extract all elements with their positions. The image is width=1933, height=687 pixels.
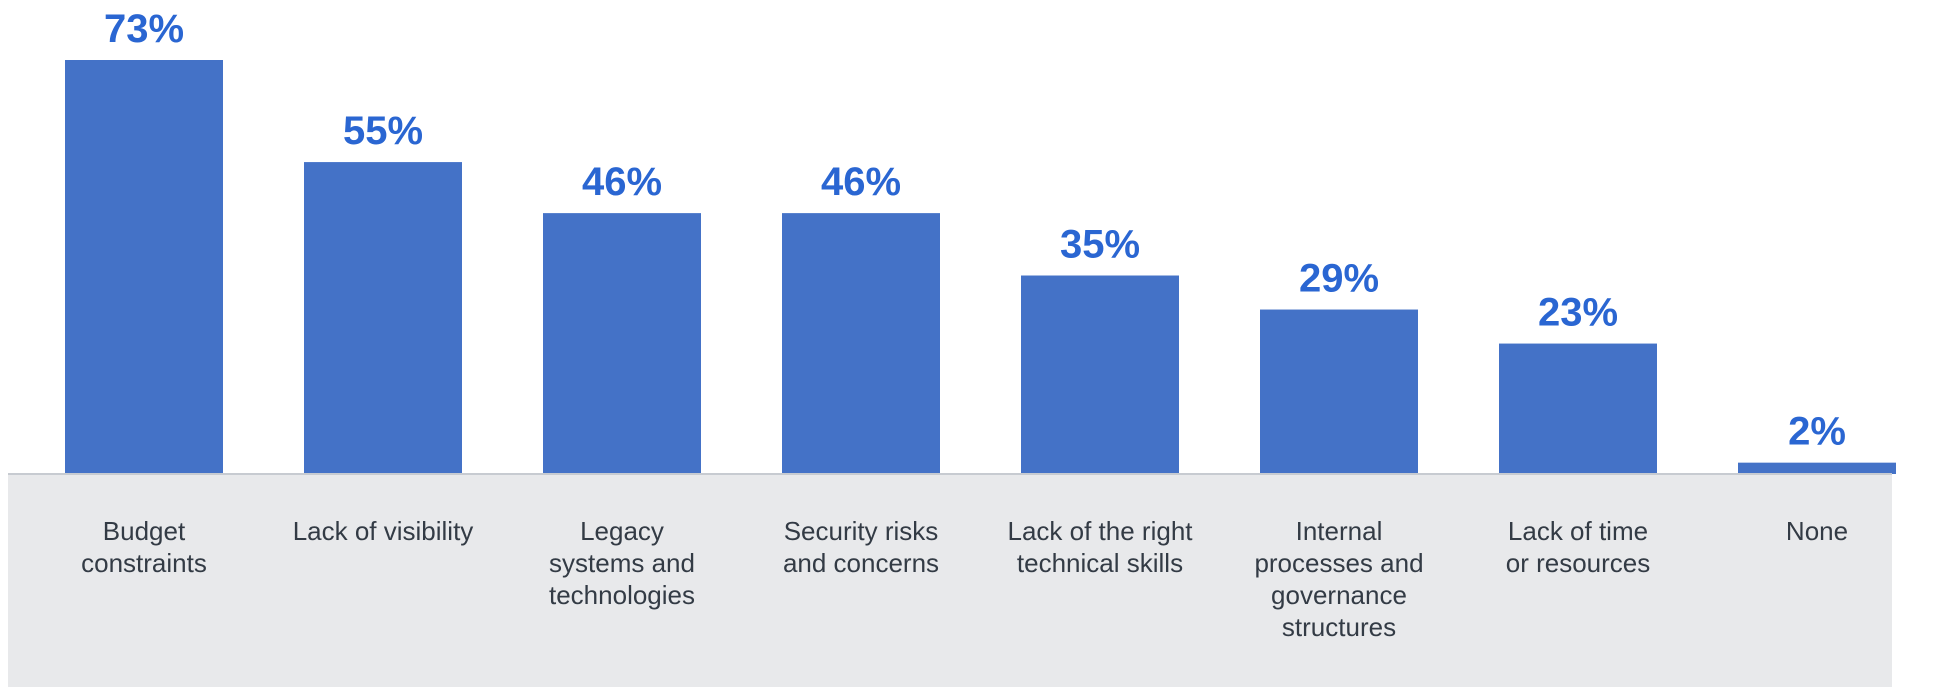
bar-1 <box>65 60 223 474</box>
category-label-line: technologies <box>549 580 695 610</box>
category-label-line: governance <box>1271 580 1407 610</box>
category-label-band <box>8 474 1892 687</box>
value-label-4: 46% <box>821 160 901 204</box>
value-label-7: 23% <box>1538 291 1618 335</box>
bar-2 <box>304 162 462 474</box>
category-label-line: Internal <box>1296 516 1383 546</box>
value-label-2: 55% <box>343 109 423 153</box>
bar-6 <box>1260 309 1418 474</box>
category-label-2: Lack of visibility <box>293 516 474 546</box>
category-label-line: or resources <box>1506 548 1651 578</box>
category-label-line: Budget <box>103 516 186 546</box>
category-label-line: systems and <box>549 548 695 578</box>
value-label-8: 2% <box>1788 410 1846 454</box>
bars-layer <box>65 60 1896 474</box>
category-label-line: Lack of visibility <box>293 516 474 546</box>
category-label-1: Budget constraints <box>81 516 207 578</box>
category-label-line: structures <box>1282 612 1396 642</box>
category-label-line: processes and <box>1254 548 1423 578</box>
category-label-line: and concerns <box>783 548 939 578</box>
category-label-line: Security risks <box>784 516 939 546</box>
bar-3 <box>543 213 701 474</box>
category-label-line: Legacy <box>580 516 664 546</box>
category-label-5: Lack of the right technical skills <box>1008 516 1194 578</box>
category-label-7: Lack of time or resources <box>1506 516 1651 578</box>
category-label-line: None <box>1786 516 1848 546</box>
category-label-line: Lack of the right <box>1008 516 1194 546</box>
category-label-3: Legacy systems and technologies <box>549 516 695 610</box>
bar-5 <box>1021 275 1179 474</box>
category-labels-layer: Budget constraints Lack of visibility Legac… <box>81 516 1848 642</box>
bar-4 <box>782 213 940 474</box>
value-label-1: 73% <box>104 7 184 51</box>
value-labels-layer: 73% 55% 46% 46% 35% 29% 23% 2% <box>104 7 1846 454</box>
bar-7 <box>1499 343 1657 474</box>
category-label-line: technical skills <box>1017 548 1183 578</box>
bar-8 <box>1738 462 1896 474</box>
value-label-6: 29% <box>1299 257 1379 301</box>
category-label-4: Security risks and concerns <box>783 516 939 578</box>
value-label-5: 35% <box>1060 223 1140 267</box>
category-label-line: Lack of time <box>1508 516 1648 546</box>
category-label-line: constraints <box>81 548 207 578</box>
value-label-3: 46% <box>582 160 662 204</box>
category-label-6: Internal processes and governance structure… <box>1254 516 1423 642</box>
category-label-8: None <box>1786 516 1848 546</box>
